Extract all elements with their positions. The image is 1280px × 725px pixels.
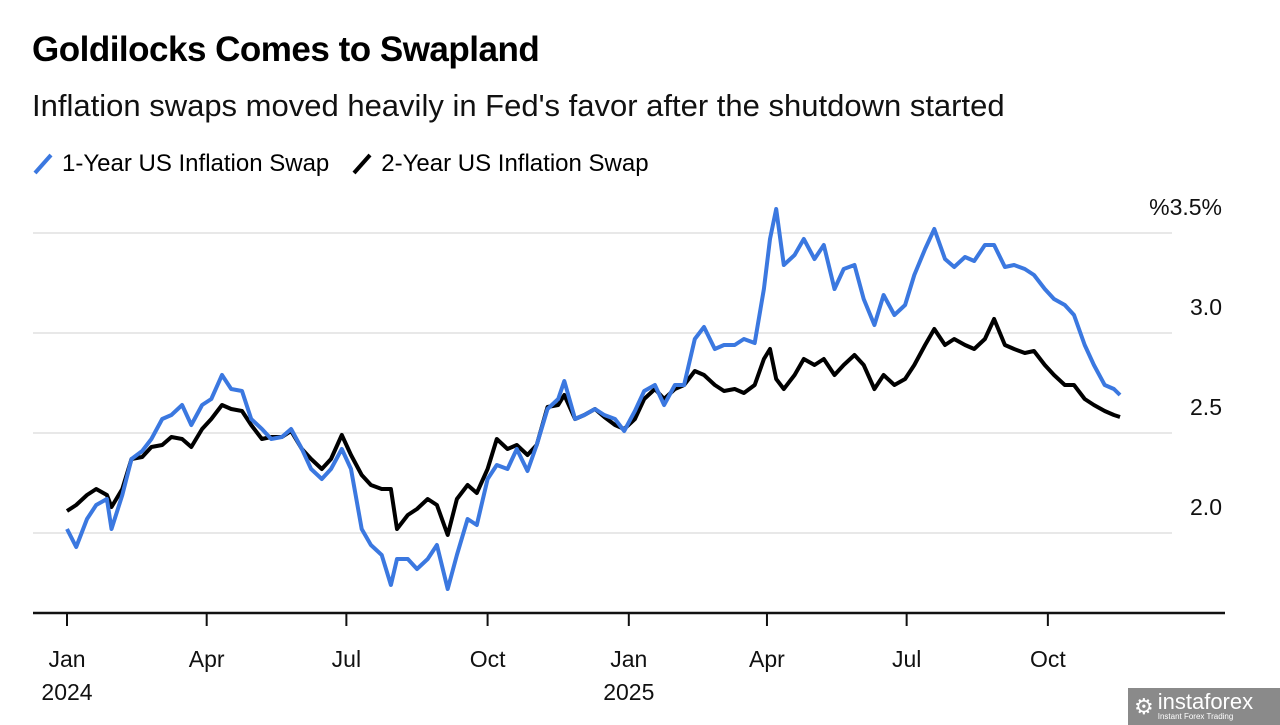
y-tick-label: %3.5% [1149, 194, 1222, 220]
y-tick-label: 2.5 [1190, 394, 1222, 420]
legend-swatch-1y [33, 153, 53, 175]
legend-label-2y: 2-Year US Inflation Swap [381, 150, 649, 177]
gear-icon: ⚙ [1134, 693, 1154, 719]
y-tick-label: 2.0 [1190, 494, 1222, 520]
series-line-2y [65, 317, 1121, 537]
chart-title: Goldilocks Comes to Swapland [32, 30, 540, 69]
watermark-logo: ⚙ instaforex Instant Forex Trading [1128, 688, 1280, 725]
x-tick-label: Jan [48, 646, 85, 672]
x-tick-label: Jul [892, 646, 921, 672]
x-tick-label: Oct [470, 646, 506, 672]
y-tick-label: 3.0 [1190, 294, 1222, 320]
legend: 1-Year US Inflation Swap 2-Year US Infla… [32, 150, 649, 178]
x-tick-label: Oct [1030, 646, 1066, 672]
x-tick-label: Apr [189, 646, 225, 672]
watermark-name: instaforex [1157, 689, 1254, 714]
chart-subtitle: Inflation swaps moved heavily in Fed's f… [32, 88, 1005, 123]
legend-item-1y: 1-Year US Inflation Swap [32, 150, 329, 178]
legend-label-1y: 1-Year US Inflation Swap [62, 150, 330, 177]
x-tick-label: Jan [610, 646, 647, 672]
x-tick-label: Apr [749, 646, 785, 672]
series-line-1y [65, 207, 1122, 591]
legend-item-2y: 2-Year US Inflation Swap [351, 150, 649, 178]
x-year-label: 2025 [603, 679, 654, 705]
legend-swatch-2y [352, 153, 372, 175]
x-tick-label: Jul [332, 646, 361, 672]
x-year-label: 2024 [41, 679, 92, 705]
watermark-tagline: Instant Forex Trading [1157, 712, 1234, 721]
